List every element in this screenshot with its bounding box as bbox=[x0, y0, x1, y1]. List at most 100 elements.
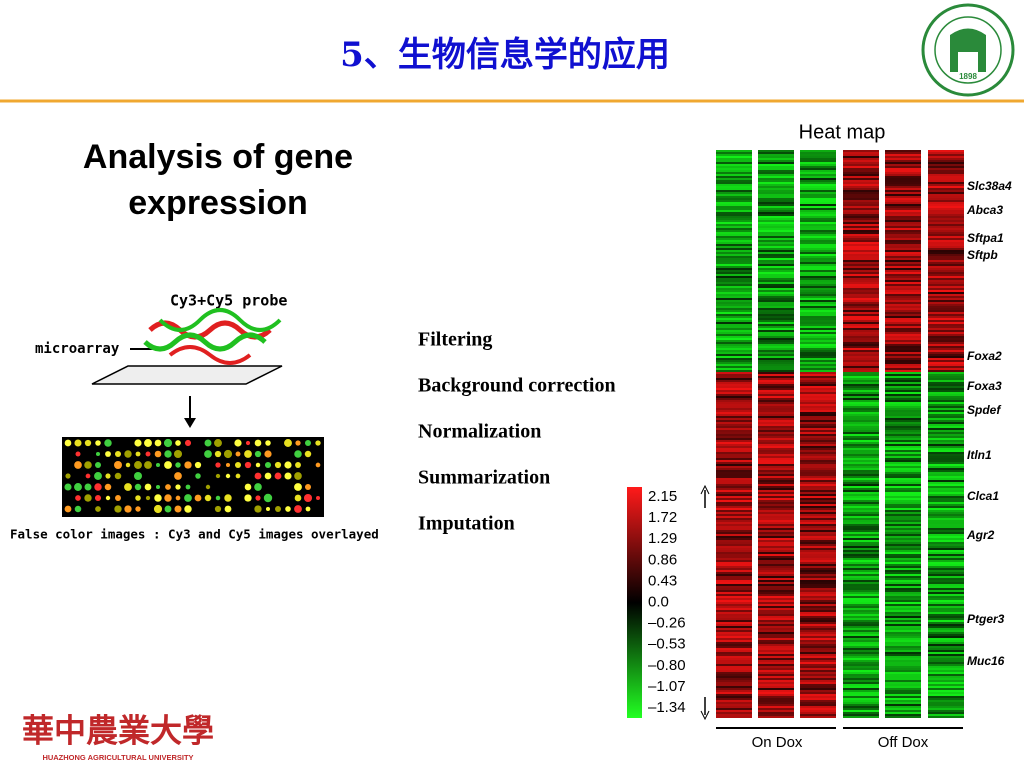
heatmap-row bbox=[758, 394, 794, 396]
heatmap-row bbox=[758, 492, 794, 494]
heatmap-row bbox=[716, 558, 752, 560]
heatmap-row bbox=[885, 382, 921, 384]
heatmap-row bbox=[716, 576, 752, 578]
heatmap-row bbox=[758, 302, 794, 304]
heatmap-row bbox=[843, 596, 879, 598]
heatmap-row bbox=[758, 578, 794, 580]
heatmap-row bbox=[800, 462, 836, 464]
heatmap-row bbox=[885, 698, 921, 700]
heatmap-row bbox=[843, 306, 879, 308]
heatmap-row bbox=[843, 630, 879, 632]
heatmap-row bbox=[928, 622, 964, 624]
heatmap-row bbox=[800, 520, 836, 522]
heatmap-row bbox=[716, 578, 752, 580]
heatmap-row bbox=[758, 706, 794, 708]
heatmap-row bbox=[716, 172, 752, 174]
heatmap-row bbox=[885, 298, 921, 300]
heatmap-row bbox=[843, 170, 879, 172]
heatmap-row bbox=[758, 204, 794, 206]
heatmap-row bbox=[800, 404, 836, 406]
logo-inner-ring bbox=[934, 16, 1002, 84]
heatmap-row bbox=[800, 690, 836, 692]
step: Summarization bbox=[418, 467, 550, 489]
heatmap-row bbox=[716, 512, 752, 514]
heatmap-row bbox=[885, 362, 921, 364]
heatmap-row bbox=[800, 262, 836, 264]
heatmap-row bbox=[716, 552, 752, 554]
heatmap-row bbox=[843, 474, 879, 476]
heatmap-row bbox=[800, 622, 836, 624]
heatmap-row bbox=[800, 542, 836, 544]
heatmap-row bbox=[928, 278, 964, 280]
heatmap-row bbox=[843, 150, 879, 152]
gene-label: Spdef bbox=[967, 403, 1001, 417]
heatmap-row bbox=[800, 220, 836, 222]
heatmap-row bbox=[716, 638, 752, 640]
heatmap-row bbox=[928, 162, 964, 164]
heatmap-row bbox=[885, 174, 921, 176]
heatmap-row bbox=[885, 364, 921, 366]
heatmap-row bbox=[843, 476, 879, 478]
heatmap-row bbox=[800, 268, 836, 270]
heatmap-row bbox=[885, 288, 921, 290]
heatmap-row bbox=[800, 178, 836, 180]
heatmap-row bbox=[928, 498, 964, 500]
heatmap-row bbox=[716, 166, 752, 168]
array-spot bbox=[84, 461, 92, 469]
heatmap-row bbox=[885, 200, 921, 202]
heatmap-row bbox=[843, 462, 879, 464]
heatmap-row bbox=[843, 566, 879, 568]
heatmap-row bbox=[843, 174, 879, 176]
heatmap-row bbox=[716, 338, 752, 340]
heatmap-row bbox=[885, 354, 921, 356]
heatmap-row bbox=[800, 210, 836, 212]
heatmap-row bbox=[843, 296, 879, 298]
heatmap-row bbox=[843, 368, 879, 370]
heatmap-row bbox=[758, 716, 794, 718]
heatmap-row bbox=[843, 238, 879, 240]
heatmap-row bbox=[716, 414, 752, 416]
array-spot bbox=[184, 461, 192, 469]
heatmap-row bbox=[928, 308, 964, 310]
heatmap-row bbox=[928, 392, 964, 394]
heatmap-row bbox=[885, 520, 921, 522]
heatmap-row bbox=[716, 582, 752, 584]
heatmap-row bbox=[716, 600, 752, 602]
heatmap-row bbox=[800, 308, 836, 310]
heatmap-row bbox=[843, 582, 879, 584]
heatmap-row bbox=[716, 366, 752, 368]
heatmap-row bbox=[928, 618, 964, 620]
array-spot bbox=[114, 505, 122, 513]
heatmap-row bbox=[800, 664, 836, 666]
heatmap-row bbox=[758, 572, 794, 574]
heatmap-row bbox=[758, 330, 794, 332]
array-spot bbox=[254, 505, 262, 513]
heatmap-row bbox=[758, 318, 794, 320]
heatmap-row bbox=[758, 272, 794, 274]
heatmap-row bbox=[928, 520, 964, 522]
heatmap-row bbox=[843, 294, 879, 296]
heatmap-row bbox=[758, 190, 794, 192]
heatmap-row bbox=[928, 244, 964, 246]
heatmap-row bbox=[928, 222, 964, 224]
heatmap-row bbox=[716, 502, 752, 504]
heatmap-row bbox=[800, 274, 836, 276]
heatmap-row bbox=[885, 500, 921, 502]
heatmap-row bbox=[758, 234, 794, 236]
heatmap-row bbox=[758, 436, 794, 438]
heatmap-row bbox=[716, 478, 752, 480]
heatmap-row bbox=[800, 596, 836, 598]
heatmap-row bbox=[843, 342, 879, 344]
array-spot bbox=[184, 439, 192, 447]
heatmap-row bbox=[758, 544, 794, 546]
heatmap-row bbox=[758, 466, 794, 468]
heatmap-row bbox=[928, 466, 964, 468]
heatmap-row bbox=[758, 326, 794, 328]
heatmap-row bbox=[758, 486, 794, 488]
heatmap-row bbox=[716, 300, 752, 302]
heatmap-row bbox=[716, 420, 752, 422]
heatmap-row bbox=[928, 442, 964, 444]
heatmap-row bbox=[928, 346, 964, 348]
heatmap-row bbox=[885, 192, 921, 194]
heatmap-row bbox=[758, 530, 794, 532]
